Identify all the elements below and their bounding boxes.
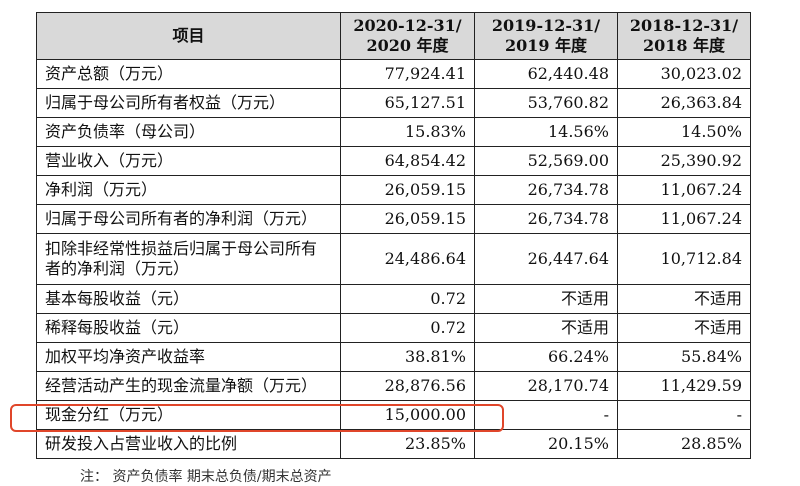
table-row: 资产负债率（母公司） 15.83% 14.56% 14.50% [36,117,751,147]
row-value: 20.15% [474,429,618,459]
table-row: 归属于母公司所有者的净利润（万元） 26,059.15 26,734.78 11,06… [36,204,751,234]
row-value: 26,734.78 [474,175,618,205]
row-value: 65,127.51 [340,88,475,118]
table-header-row: 项目 2020-12-31/ 2020 年度 2019-12-31/ 2019 … [36,12,751,60]
row-value: 53,760.82 [474,88,618,118]
row-value: 52,569.00 [474,146,618,176]
row-value: 66.24% [474,342,618,372]
row-value: 15,000.00 [340,400,475,430]
table-row: 净利润（万元） 26,059.15 26,734.78 11,067.24 [36,175,751,205]
footnote: 注： 资产负债率 期末总负债/期末总资产 [80,469,332,485]
table-row: 经营活动产生的现金流量净额（万元） 28,876.56 28,170.74 11,42… [36,371,751,401]
row-label: 净利润（万元） [36,175,341,205]
row-label: 资产负债率（母公司） [36,117,341,147]
row-value: 不适用 [617,284,751,314]
row-value: 11,429.59 [617,371,751,401]
row-value: 14.56% [474,117,618,147]
row-value: 0.72 [340,284,475,314]
row-label: 资产总额（万元） [36,59,341,89]
row-value: 不适用 [617,313,751,343]
row-value: 11,067.24 [617,175,751,205]
row-value: 14.50% [617,117,751,147]
table-row: 加权平均净资产收益率 38.81% 66.24% 55.84% [36,342,751,372]
table-row: 稀释每股收益（元） 0.72 不适用 不适用 [36,313,751,343]
row-value: 28.85% [617,429,751,459]
row-value: 62,440.48 [474,59,618,89]
row-value: 15.83% [340,117,475,147]
header-2019: 2019-12-31/ 2019 年度 [474,12,618,60]
row-value: 30,023.02 [617,59,751,89]
row-label: 加权平均净资产收益率 [36,342,341,372]
table-row: 现金分红（万元） 15,000.00- - [36,400,751,430]
row-label: 归属于母公司所有者的净利润（万元） [36,204,341,234]
row-value: 25,390.92 [617,146,751,176]
row-label: 现金分红（万元） [36,400,341,430]
row-value: 64,854.42 [340,146,475,176]
row-label: 基本每股收益（元） [36,284,341,314]
row-value: 28,170.74 [474,371,618,401]
table-row: 研发投入占营业收入的比例 23.85% 20.15% 28.85% [36,429,751,459]
row-value: 38.81% [340,342,475,372]
row-label: 归属于母公司所有者权益（万元） [36,88,341,118]
header-2020: 2020-12-31/ 2020 年度 [340,12,475,60]
header-item: 项目 [36,12,341,60]
row-value: 28,876.56 [340,371,475,401]
row-label: 扣除非经常性损益后归属于母公司所有者的净利润（万元） [36,233,341,285]
row-label: 稀释每股收益（元） [36,313,341,343]
row-value: 0.72 [340,313,475,343]
row-value: 26,447.64 [474,233,618,285]
row-label: 研发投入占营业收入的比例 [36,429,341,459]
row-value: 不适用 [474,313,618,343]
table-row: 扣除非经常性损益后归属于母公司所有者的净利润（万元） 24,486.64 26,44… [36,233,751,285]
row-value: 24,486.64 [340,233,475,285]
table-row: 资产总额（万元） 77,924.41 62,440.48 30,023.02 [36,59,751,89]
row-value: 26,734.78 [474,204,618,234]
table-row: 营业收入（万元） 64,854.42 52,569.00 25,390.92 [36,146,751,176]
row-value: 不适用 [474,284,618,314]
row-value: 26,363.84 [617,88,751,118]
table-row: 归属于母公司所有者权益（万元） 65,127.51 53,760.82 26,363.… [36,88,751,118]
row-value: 26,059.15 [340,204,475,234]
row-value: - [474,400,618,430]
row-value: - [617,400,751,430]
row-value: 77,924.41 [340,59,475,89]
row-label: 经营活动产生的现金流量净额（万元） [36,371,341,401]
financial-summary-table: 项目 2020-12-31/ 2020 年度 2019-12-31/ 2019 … [36,12,751,459]
row-value: 26,059.15 [340,175,475,205]
header-2018: 2018-12-31/ 2018 年度 [617,12,751,60]
row-value: 55.84% [617,342,751,372]
table-row: 基本每股收益（元） 0.72 不适用 不适用 [36,284,751,314]
row-value: 23.85% [340,429,475,459]
row-label: 营业收入（万元） [36,146,341,176]
row-value: 11,067.24 [617,204,751,234]
row-value: 10,712.84 [617,233,751,285]
